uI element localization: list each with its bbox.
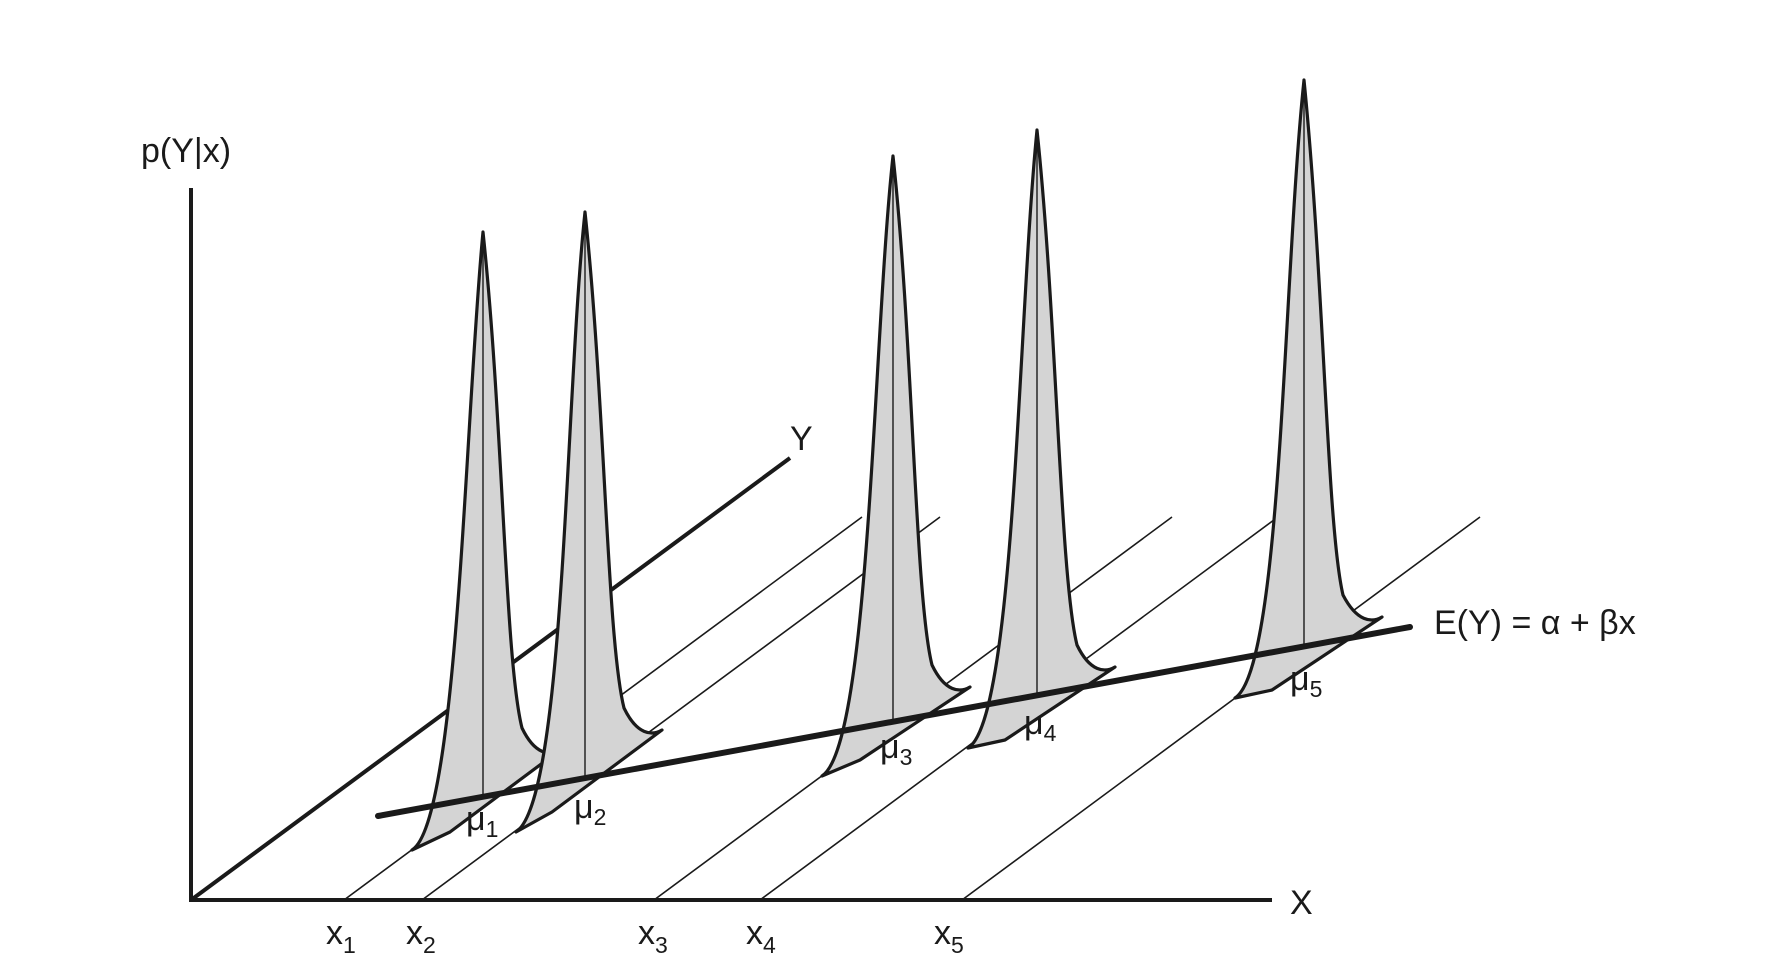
mean-labels: μ1 μ2 μ3 μ4 μ5 xyxy=(466,660,1322,842)
x-label-1: x1 xyxy=(326,914,356,958)
density-curve-2 xyxy=(514,210,664,834)
regression-line xyxy=(375,624,1413,819)
regression-label: E(Y) = α + βx xyxy=(1434,604,1636,642)
depth-axis-label: Y xyxy=(790,420,813,458)
guide-line-x5 xyxy=(961,516,1481,901)
x-label-4: x4 xyxy=(746,914,776,958)
mu-label-2: μ2 xyxy=(574,788,606,830)
density-curve-5 xyxy=(1233,78,1384,700)
y-axis-label: p(Y|x) xyxy=(141,132,231,170)
density-curve-3 xyxy=(820,154,972,778)
mu-label-5: μ5 xyxy=(1290,660,1322,702)
x-label-2: x2 xyxy=(406,914,436,958)
mu-label-1: μ1 xyxy=(466,800,498,842)
x-axis-label: X xyxy=(1290,884,1313,922)
x-tick-labels: x1 x2 x3 x4 x5 xyxy=(326,914,964,958)
density-curves xyxy=(410,78,1384,852)
x-label-5: x5 xyxy=(934,914,964,958)
x-label-3: x3 xyxy=(638,914,668,958)
density-curve-1 xyxy=(410,230,562,852)
mu-label-3: μ3 xyxy=(880,728,912,770)
density-curve-4 xyxy=(966,128,1117,750)
mu-label-4: μ4 xyxy=(1024,704,1057,746)
guide-line-x2 xyxy=(421,516,941,901)
